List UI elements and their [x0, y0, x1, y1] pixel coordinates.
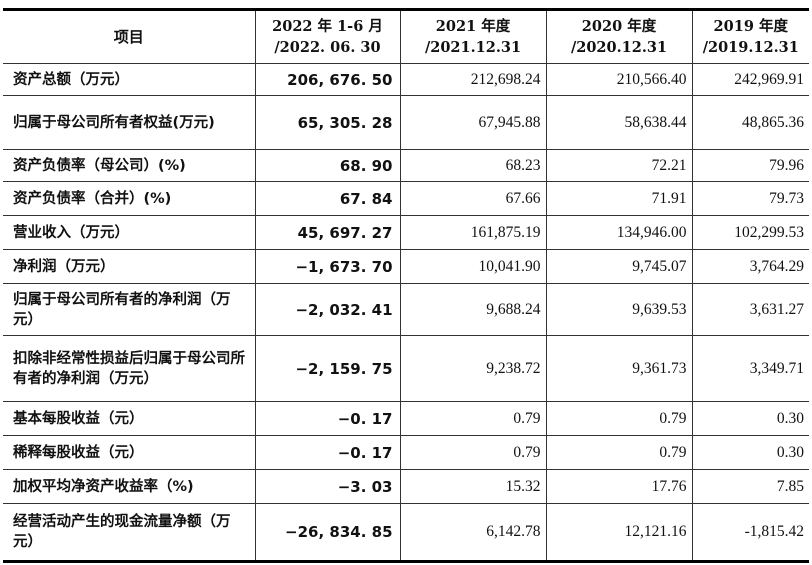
row-label: 经营活动产生的现金流量净额（万元）	[3, 503, 256, 562]
cell-value: 0.79	[399, 401, 547, 436]
cell-value: 0.30	[691, 435, 809, 470]
table-row: 经营活动产生的现金流量净额（万元） −26, 834. 85 6,142.78 12,…	[3, 503, 809, 562]
cell-value: 3,764.29	[691, 249, 809, 284]
cell-value: 6,142.78	[399, 503, 547, 562]
header-row: 项目 2022 年 1-6 月/2022. 06. 30 2021 年度/202…	[3, 9, 809, 64]
cell-value: 68. 90	[254, 149, 401, 182]
header-item: 项目	[3, 9, 256, 64]
header-period-2020: 2020 年度/2020.12.31	[545, 9, 693, 64]
row-label: 资产负债率（合并）(%)	[3, 181, 256, 216]
cell-value: 67,945.88	[399, 95, 547, 150]
period-label: 2021 年度	[435, 18, 511, 35]
cell-value: 210,566.40	[545, 63, 693, 96]
period-label: 2022 年 1-6 月	[272, 18, 383, 35]
cell-value: 0.79	[545, 401, 693, 436]
cell-value: −1, 673. 70	[254, 249, 401, 284]
table-row: 稀释每股收益（元） −0. 17 0.79 0.79 0.30	[3, 435, 809, 470]
table-row: 营业收入（万元） 45, 697. 27 161,875.19 134,946.00 1…	[3, 215, 809, 250]
header-period-2019: 2019 年度/2019.12.31	[691, 9, 809, 64]
cell-value: 48,865.36	[691, 95, 809, 150]
cell-value: 12,121.16	[545, 503, 693, 562]
row-label: 归属于母公司所有者的净利润（万元）	[3, 283, 256, 336]
cell-value: 0.79	[399, 435, 547, 470]
row-label: 资产负债率（母公司）(%)	[3, 149, 256, 182]
cell-value: 68.23	[399, 149, 547, 182]
table-row: 资产总额（万元） 206, 676. 50 212,698.24 210,566.40…	[3, 63, 809, 96]
row-label: 净利润（万元）	[3, 249, 256, 284]
row-label: 加权平均净资产收益率（%)	[3, 469, 256, 504]
period-date: /2022. 06. 30	[274, 39, 381, 56]
cell-value: 67.66	[399, 181, 547, 216]
cell-value: 161,875.19	[399, 215, 547, 250]
cell-value: 9,745.07	[545, 249, 693, 284]
cell-value: 134,946.00	[545, 215, 693, 250]
table-row: 加权平均净资产收益率（%) −3. 03 15.32 17.76 7.85	[3, 469, 809, 504]
row-label: 扣除非经常性损益后归属于母公司所有者的净利润（万元）	[3, 335, 256, 402]
period-date: /2021.12.31	[424, 39, 522, 56]
cell-value: −0. 17	[254, 435, 401, 470]
cell-value: 79.96	[691, 149, 809, 182]
cell-value: −2, 159. 75	[254, 335, 401, 402]
table-row: 资产负债率（合并）(%) 67. 84 67.66 71.91 79.73	[3, 181, 809, 216]
cell-value: 212,698.24	[399, 63, 547, 96]
financial-summary-table: 项目 2022 年 1-6 月/2022. 06. 30 2021 年度/202…	[3, 8, 809, 563]
header-period-2021: 2021 年度/2021.12.31	[399, 9, 547, 64]
cell-value: 3,631.27	[691, 283, 809, 336]
period-date: /2020.12.31	[570, 39, 668, 56]
cell-value: 206, 676. 50	[254, 63, 401, 96]
row-label: 基本每股收益（元）	[3, 401, 256, 436]
cell-value: 3,349.71	[691, 335, 809, 402]
cell-value: 9,639.53	[545, 283, 693, 336]
cell-value: -1,815.42	[691, 503, 809, 562]
table-row: 基本每股收益（元） −0. 17 0.79 0.79 0.30	[3, 401, 809, 436]
row-label: 资产总额（万元）	[3, 63, 256, 96]
table-row: 归属于母公司所有者权益(万元) 65, 305. 28 67,945.88 58,63…	[3, 95, 809, 150]
cell-value: 15.32	[399, 469, 547, 504]
cell-value: 65, 305. 28	[254, 95, 401, 150]
cell-value: 45, 697. 27	[254, 215, 401, 250]
table-row: 资产负债率（母公司）(%) 68. 90 68.23 72.21 79.96	[3, 149, 809, 182]
cell-value: 102,299.53	[691, 215, 809, 250]
table-row: 扣除非经常性损益后归属于母公司所有者的净利润（万元） −2, 159. 75 9,2…	[3, 335, 809, 402]
cell-value: 10,041.90	[399, 249, 547, 284]
period-label: 2019 年度	[713, 18, 788, 35]
cell-value: −3. 03	[254, 469, 401, 504]
cell-value: −26, 834. 85	[254, 503, 401, 562]
period-date: /2019.12.31	[702, 39, 799, 56]
cell-value: −2, 032. 41	[254, 283, 401, 336]
cell-value: 9,361.73	[545, 335, 693, 402]
cell-value: 72.21	[545, 149, 693, 182]
row-label: 稀释每股收益（元）	[3, 435, 256, 470]
cell-value: 0.79	[545, 435, 693, 470]
cell-value: 7.85	[691, 469, 809, 504]
cell-value: 58,638.44	[545, 95, 693, 150]
table-row: 净利润（万元） −1, 673. 70 10,041.90 9,745.07 3,764…	[3, 249, 809, 284]
cell-value: 17.76	[545, 469, 693, 504]
cell-value: 67. 84	[254, 181, 401, 216]
cell-value: 71.91	[545, 181, 693, 216]
table-row: 归属于母公司所有者的净利润（万元） −2, 032. 41 9,688.24 9,63…	[3, 283, 809, 336]
header-period-2022h1: 2022 年 1-6 月/2022. 06. 30	[254, 9, 401, 64]
cell-value: 9,238.72	[399, 335, 547, 402]
row-label: 归属于母公司所有者权益(万元)	[3, 95, 256, 150]
cell-value: 79.73	[691, 181, 809, 216]
cell-value: −0. 17	[254, 401, 401, 436]
row-label: 营业收入（万元）	[3, 215, 256, 250]
cell-value: 9,688.24	[399, 283, 547, 336]
cell-value: 242,969.91	[691, 63, 809, 96]
period-label: 2020 年度	[581, 18, 657, 35]
cell-value: 0.30	[691, 401, 809, 436]
